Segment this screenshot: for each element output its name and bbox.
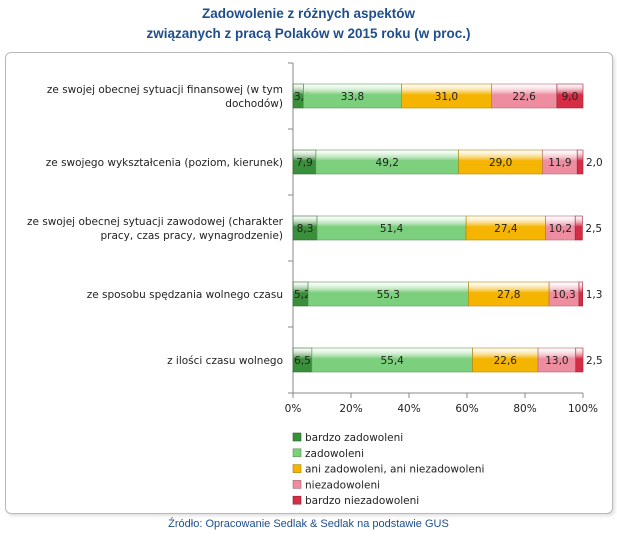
data-label: 9,0 <box>562 91 579 103</box>
bar-segment <box>548 281 580 307</box>
bar-segment <box>458 149 543 175</box>
legend-label: ani zadowoleni, ani niezadowoleni <box>305 464 484 476</box>
category-label: ze sposobu spędzania wolnego czasu <box>87 289 283 301</box>
bar-segment <box>311 347 473 373</box>
data-label: 8,3 <box>297 223 314 235</box>
legend-label: bardzo niezadowoleni <box>305 495 419 507</box>
bar-segment <box>307 281 469 307</box>
stacked-bar-chart: 0% 20% 40% 60% 80% 100% ze swojej obecnej sytu… <box>27 62 603 507</box>
chart-title-line-2: związanych z pracą Polaków w 2015 roku (… <box>146 26 471 41</box>
category-label: z ilości czasu wolnego <box>167 355 283 367</box>
data-label: 29,0 <box>489 157 512 169</box>
data-label: 10,3 <box>552 289 575 301</box>
bar-segment <box>537 347 577 373</box>
bar-segment <box>401 83 492 109</box>
data-label: 55,4 <box>380 355 404 367</box>
data-label: 55,3 <box>377 289 400 301</box>
category-label: pracy, czas pracy, wynagrodzenie) <box>100 230 283 242</box>
bar-segment <box>465 215 546 241</box>
data-label: 7,9 <box>296 157 313 169</box>
category-label: dochodów) <box>225 98 283 110</box>
data-label: 2,5 <box>586 355 603 367</box>
bar-segment <box>316 215 467 241</box>
data-label: 33,8 <box>341 91 364 103</box>
data-label: 2,5 <box>585 223 602 235</box>
data-label: 51,4 <box>380 223 404 235</box>
x-tick-label: 100% <box>568 403 598 415</box>
category-label: ze swojego wykształcenia (poziom, kierun… <box>46 157 283 169</box>
bar-segment <box>576 149 584 175</box>
bar-segment <box>292 215 318 241</box>
legend-label: zadowoleni <box>305 448 364 460</box>
x-tick-label: 60% <box>455 403 478 415</box>
chart-title: Zadowolenie z różnych aspektów związanyc… <box>0 4 617 44</box>
data-label: 49,2 <box>376 157 399 169</box>
data-label: 27,8 <box>497 289 520 301</box>
source-note: Źródło: Opracowanie Sedlak & Sedlak na p… <box>168 518 449 530</box>
legend-label: bardzo zadowoleni <box>305 432 403 444</box>
chart-title-line-1: Zadowolenie z różnych aspektów <box>201 6 416 21</box>
bar-segment <box>574 215 583 241</box>
data-label: 1,3 <box>586 289 603 301</box>
data-label: 11,9 <box>548 157 571 169</box>
legend-swatch <box>292 480 302 489</box>
category-label: ze swojej obecnej sytuacji finansowej (w… <box>47 84 283 96</box>
category-label: ze swojej obecnej sytuacji zawodowej (ch… <box>27 216 284 228</box>
x-tick-label: 20% <box>339 403 362 415</box>
legend-swatch <box>292 495 302 505</box>
bar-segment <box>545 215 576 241</box>
bar-segment <box>578 281 584 307</box>
bar-segment <box>575 347 584 373</box>
legend-swatch <box>292 432 302 442</box>
data-label: 6,5 <box>294 355 311 367</box>
bar-segment <box>542 149 578 175</box>
bar-segment <box>315 149 459 175</box>
legend-swatch <box>292 464 302 473</box>
data-label: 10,2 <box>549 223 572 235</box>
data-label: 5,2 <box>294 289 311 301</box>
data-label: 13,0 <box>545 355 568 367</box>
x-tick-label: 40% <box>397 403 420 415</box>
bar-segment <box>468 281 550 307</box>
bar-segment <box>491 83 558 109</box>
legend-label: niezadowoleni <box>305 479 380 491</box>
bar-segment <box>556 83 584 109</box>
x-tick-label: 0% <box>285 403 302 415</box>
legend-swatch <box>292 448 302 458</box>
data-label: 31,0 <box>435 91 458 103</box>
x-tick-label: 80% <box>513 403 536 415</box>
data-label: 22,6 <box>494 355 518 367</box>
data-label: 22,6 <box>512 91 536 103</box>
data-label: 2,0 <box>586 157 603 169</box>
chart-frame: 0% 20% 40% 60% 80% 100% ze swojej obecnej sytu… <box>5 52 613 514</box>
bar-segment <box>303 83 402 109</box>
bar-segment <box>472 347 539 373</box>
data-label: 27,4 <box>494 223 518 235</box>
